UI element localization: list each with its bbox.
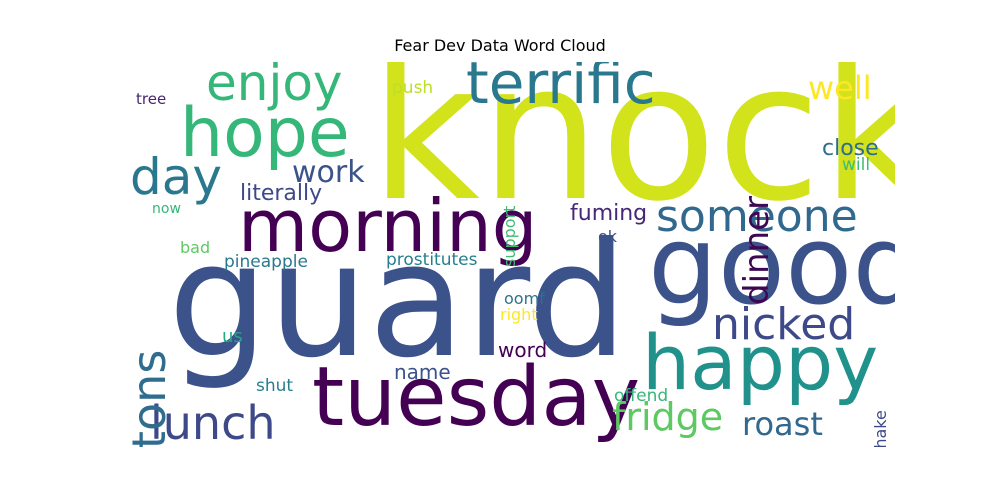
word-happy: happy (642, 318, 879, 407)
word-prostitutes: prostitutes (386, 250, 478, 270)
word-name: name (394, 360, 451, 384)
word-knock: knock (370, 62, 895, 243)
word-tree: tree (136, 90, 167, 108)
word-well: well (808, 69, 872, 107)
word-fridge: fridge (612, 395, 724, 439)
word-ok: ok (598, 227, 618, 246)
word-enjoy: enjoy (206, 62, 343, 112)
word-cloud: knock guard good tuesday morning happy hope ter… (125, 62, 895, 447)
word-good: good (648, 201, 895, 329)
word-word: word (498, 338, 548, 362)
word-tons: tons (125, 349, 176, 447)
word-guard: guard (168, 209, 628, 393)
word-literally: literally (240, 181, 323, 206)
word-oomf: oomf (504, 289, 545, 308)
word-someone: someone (656, 191, 858, 242)
word-shut: shut (256, 376, 294, 396)
word-now: now (152, 201, 181, 217)
word-support: support (500, 205, 519, 267)
word-close: close (822, 136, 879, 161)
word-morning: morning (238, 184, 538, 268)
word-right: right (500, 305, 538, 324)
word-offend: offend (614, 386, 669, 406)
chart-title: Fear Dev Data Word Cloud (394, 36, 606, 55)
word-push: push (392, 78, 434, 98)
word-tuesday: tuesday (312, 350, 641, 445)
word-terrific: terrific (466, 62, 656, 117)
word-roast: roast (742, 405, 823, 443)
word-work: work (292, 155, 365, 190)
word-nicked: nicked (712, 299, 856, 350)
word-shake: shake (871, 410, 890, 447)
word-lunch: lunch (150, 396, 276, 447)
word-dinner: dinner (737, 195, 777, 305)
word-us: us (222, 326, 243, 347)
word-day: day (130, 148, 222, 206)
word-fuming: fuming (570, 201, 648, 226)
word-hope: hope (180, 94, 350, 173)
word-bad: bad (180, 238, 211, 257)
word-pineapple: pineapple (224, 252, 308, 272)
word-will: will (842, 155, 871, 175)
